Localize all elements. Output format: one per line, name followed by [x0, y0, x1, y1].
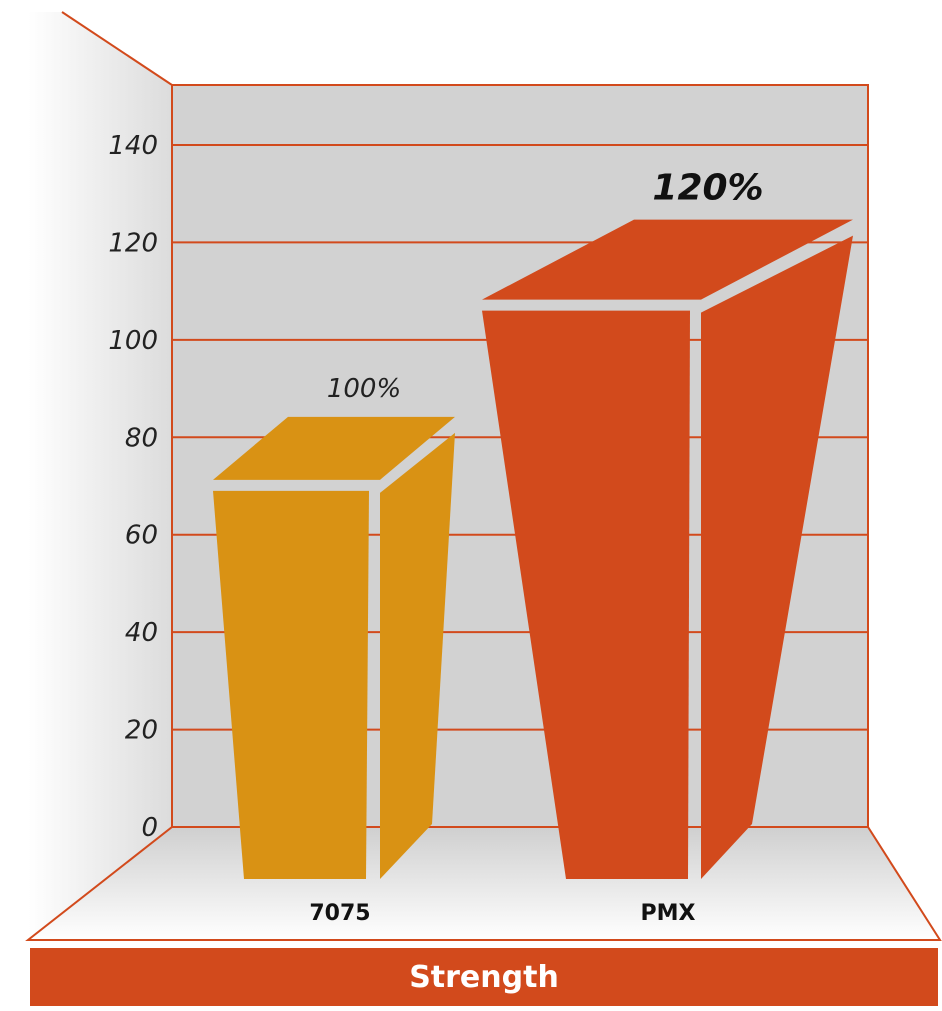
floor — [25, 826, 942, 941]
y-tick-label: 60 — [125, 521, 158, 551]
bar-front-7075 — [213, 490, 369, 879]
top-left-edge — [61, 11, 173, 86]
chart-title: Strength — [409, 960, 559, 995]
bar-front-PMX — [482, 310, 690, 880]
x-tick-label-PMX: PMX — [641, 901, 696, 926]
left-wall — [28, 12, 172, 940]
y-tick-label: 120 — [108, 228, 158, 258]
title-band — [30, 948, 938, 1006]
bar-data-label-7075: 100% — [327, 374, 401, 404]
bar-data-label-PMX: 120% — [652, 168, 763, 209]
y-tick-label: 140 — [108, 131, 158, 161]
y-tick-label: 100 — [108, 326, 158, 356]
y-tick-label: 80 — [125, 423, 158, 453]
x-tick-label-7075: 7075 — [309, 901, 370, 926]
y-tick-label: 40 — [125, 618, 158, 648]
y-tick-label: 20 — [125, 716, 158, 746]
bar-top-7075 — [213, 416, 455, 480]
bar-side-PMX — [701, 235, 853, 880]
bar-side-7075 — [380, 432, 455, 879]
y-tick-label: 0 — [141, 813, 158, 843]
bar-top-PMX — [482, 219, 853, 300]
